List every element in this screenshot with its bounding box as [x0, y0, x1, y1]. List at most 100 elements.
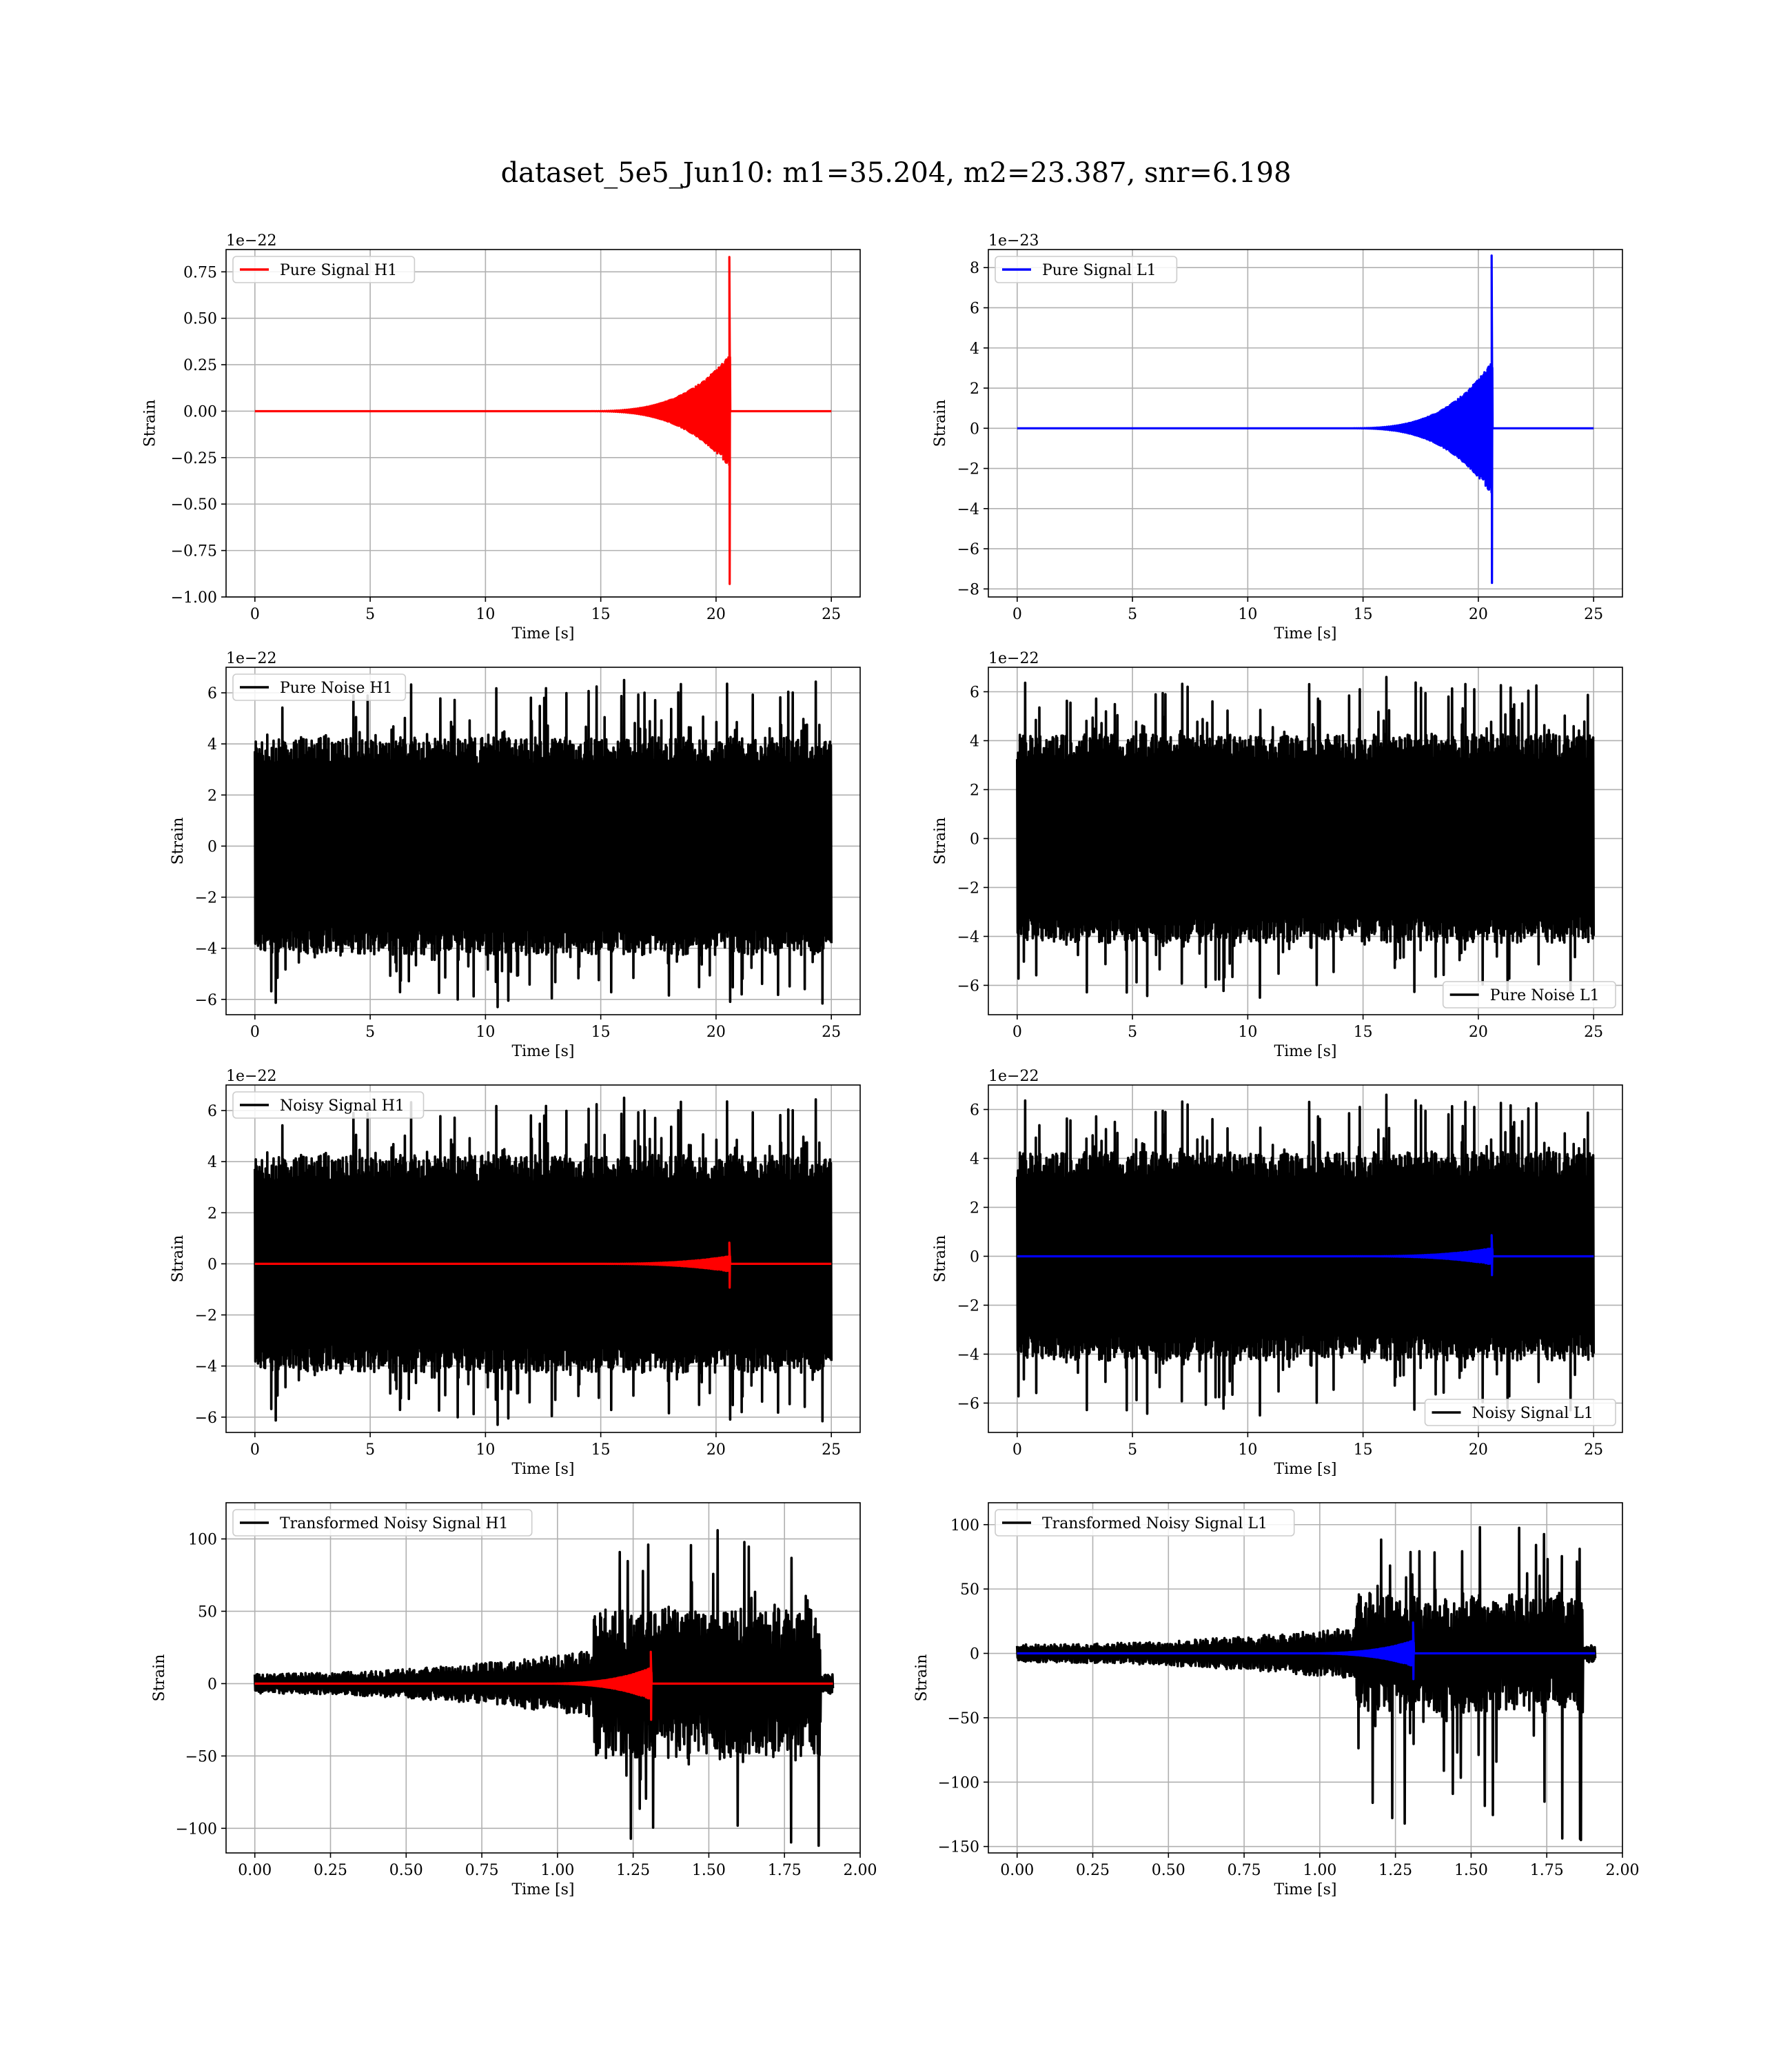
legend: Pure Signal L1: [995, 256, 1178, 283]
legend: Transformed Noisy Signal L1: [995, 1509, 1295, 1537]
x-tick-label: 0: [1012, 606, 1022, 623]
series-line-pure-signal-h1: [254, 256, 832, 585]
x-tick-label: 20: [706, 1024, 726, 1041]
series-line-pure-noise-h1: [254, 678, 833, 1008]
x-tick-label: 25: [822, 1024, 841, 1041]
offset-text: 1e−22: [988, 650, 1039, 667]
axes-frame: [225, 1084, 861, 1433]
legend: Pure Noise L1: [1442, 981, 1616, 1008]
y-tick-label: 2: [970, 782, 979, 799]
y-axis-label: Strain: [142, 400, 159, 447]
y-tick-label: −2: [957, 880, 979, 897]
chart-pure-noise-h1: 0 5 10 15 20 25 −6 −4 −2 0 2 4 6 1e−22 Time [s] Strain P…: [170, 650, 861, 1060]
x-tick-label: 2.00: [844, 1862, 877, 1879]
chart-pure-noise-l1: 0 5 10 15 20 25 −6 −4 −2 0 2 4 6 1e−22 Time [s] Strain P…: [932, 650, 1623, 1060]
x-tick-label: 15: [1354, 1024, 1373, 1041]
x-tick-label: 0.75: [1228, 1862, 1261, 1879]
y-tick-label: 0: [207, 838, 217, 855]
y-axis-label: Strain: [170, 818, 187, 865]
legend-label: Pure Noise H1: [280, 680, 393, 697]
legend-box: [232, 256, 416, 283]
y-tick-label: −0.25: [171, 450, 217, 467]
series-group: [253, 1529, 835, 1847]
legend-box: [232, 1509, 533, 1537]
x-axis-label: Time [s]: [1274, 625, 1336, 642]
y-tick-label: 4: [207, 736, 217, 753]
y-tick-label: −6: [195, 1410, 217, 1427]
legend-box: [1442, 981, 1616, 1008]
chart-transformed-noisy-signal-l1: 0.00 0.25 0.50 0.75 1.00 1.25 1.50 1.75 2.00 −150…: [913, 1502, 1640, 1898]
chart-noisy-signal-l1: 0 5 10 15 20 25 −6 −4 −2 0 2 4 6 1e−22 Time [s] Strain N…: [932, 1068, 1623, 1478]
series-line-chirp-overlay: [254, 1650, 833, 1721]
chart-transformed-noisy-signal-h1: 0.00 0.25 0.50 0.75 1.00 1.25 1.50 1.75 2.00 −100…: [151, 1502, 877, 1898]
y-tick-label: −2: [957, 1297, 979, 1315]
y-tick-label: −6: [957, 977, 979, 995]
x-tick-label: 5: [1128, 606, 1137, 623]
legend-label: Pure Signal L1: [1042, 262, 1157, 279]
x-tick-label: 10: [1238, 1441, 1257, 1459]
x-tick-label: 15: [591, 606, 611, 623]
x-tick-label: 20: [706, 606, 726, 623]
legend-label: Transformed Noisy Signal H1: [280, 1515, 509, 1532]
series-line-chirp-overlay: [254, 1241, 832, 1289]
y-tick-label: 0: [970, 420, 979, 438]
x-tick-label: 0.25: [1076, 1862, 1110, 1879]
y-tick-label: −100: [176, 1821, 217, 1838]
x-tick-label: 5: [365, 1024, 375, 1041]
x-tick-label: 0.00: [238, 1862, 272, 1879]
x-tick-label: 1.50: [692, 1862, 726, 1879]
x-tick-label: 20: [1469, 1441, 1488, 1459]
y-tick-label: −4: [195, 1359, 217, 1376]
x-tick-label: 1.25: [1378, 1862, 1412, 1879]
y-tick-label: 0: [970, 1646, 979, 1663]
x-tick-label: 0: [250, 606, 260, 623]
x-tick-label: 0.00: [1000, 1862, 1034, 1879]
y-tick-label: 6: [207, 685, 217, 702]
x-tick-label: 1.50: [1454, 1862, 1488, 1879]
y-tick-label: 6: [970, 1102, 979, 1119]
x-tick-label: 20: [1469, 1024, 1488, 1041]
axes-frame: [988, 1502, 1623, 1854]
y-tick-label: 0: [207, 1256, 217, 1273]
x-tick-label: 25: [822, 606, 841, 623]
y-axis-label: Strain: [913, 1654, 930, 1702]
y-tick-label: 2: [970, 1199, 979, 1217]
y-tick-label: −4: [195, 941, 217, 958]
legend-box: [995, 1509, 1295, 1537]
y-axis-label: Strain: [932, 1235, 949, 1283]
legend-label: Pure Signal H1: [280, 262, 397, 279]
y-tick-label: 4: [207, 1154, 217, 1171]
chart-pure-signal-l1: 0 5 10 15 20 25 −8 −6 −4 −2 0 2 4 6 8 1e−23 Time [s] Stra…: [932, 232, 1623, 642]
x-tick-label: 25: [1584, 606, 1603, 623]
series-line-chirp-overlay: [1017, 1621, 1596, 1681]
x-tick-label: 1.75: [768, 1862, 802, 1879]
y-tick-label: 100: [188, 1531, 217, 1548]
series-line-noisy-signal-l1: [1016, 1093, 1595, 1417]
axes-frame: [225, 1502, 861, 1854]
x-tick-label: 1.00: [1303, 1862, 1336, 1879]
y-tick-label: 8: [970, 260, 979, 277]
y-tick-label: 2: [207, 787, 217, 804]
y-tick-label: 0.00: [183, 403, 217, 420]
figure-title: dataset_5e5_Jun10: m1=35.204, m2=23.387,…: [500, 157, 1292, 189]
y-tick-label: 50: [198, 1603, 217, 1621]
y-tick-label: −0.50: [171, 496, 217, 514]
y-tick-label: 4: [970, 733, 979, 750]
series-group: [1016, 1093, 1595, 1417]
y-tick-label: 6: [970, 300, 979, 317]
x-tick-label: 15: [591, 1441, 611, 1459]
y-tick-label: −4: [957, 929, 979, 946]
x-tick-label: 0.50: [389, 1862, 423, 1879]
y-tick-label: −0.75: [171, 543, 217, 560]
legend-box: [995, 256, 1178, 283]
axes-frame: [225, 667, 861, 1015]
y-axis-label: Strain: [170, 1235, 187, 1283]
y-tick-label: 0.75: [183, 264, 217, 281]
series-line-chirp-overlay: [1017, 1234, 1594, 1277]
legend-label: Transformed Noisy Signal L1: [1042, 1515, 1267, 1532]
y-tick-label: 2: [970, 381, 979, 398]
x-tick-label: 10: [476, 606, 495, 623]
y-tick-label: 0.50: [183, 311, 217, 328]
x-tick-label: 2.00: [1606, 1862, 1640, 1879]
